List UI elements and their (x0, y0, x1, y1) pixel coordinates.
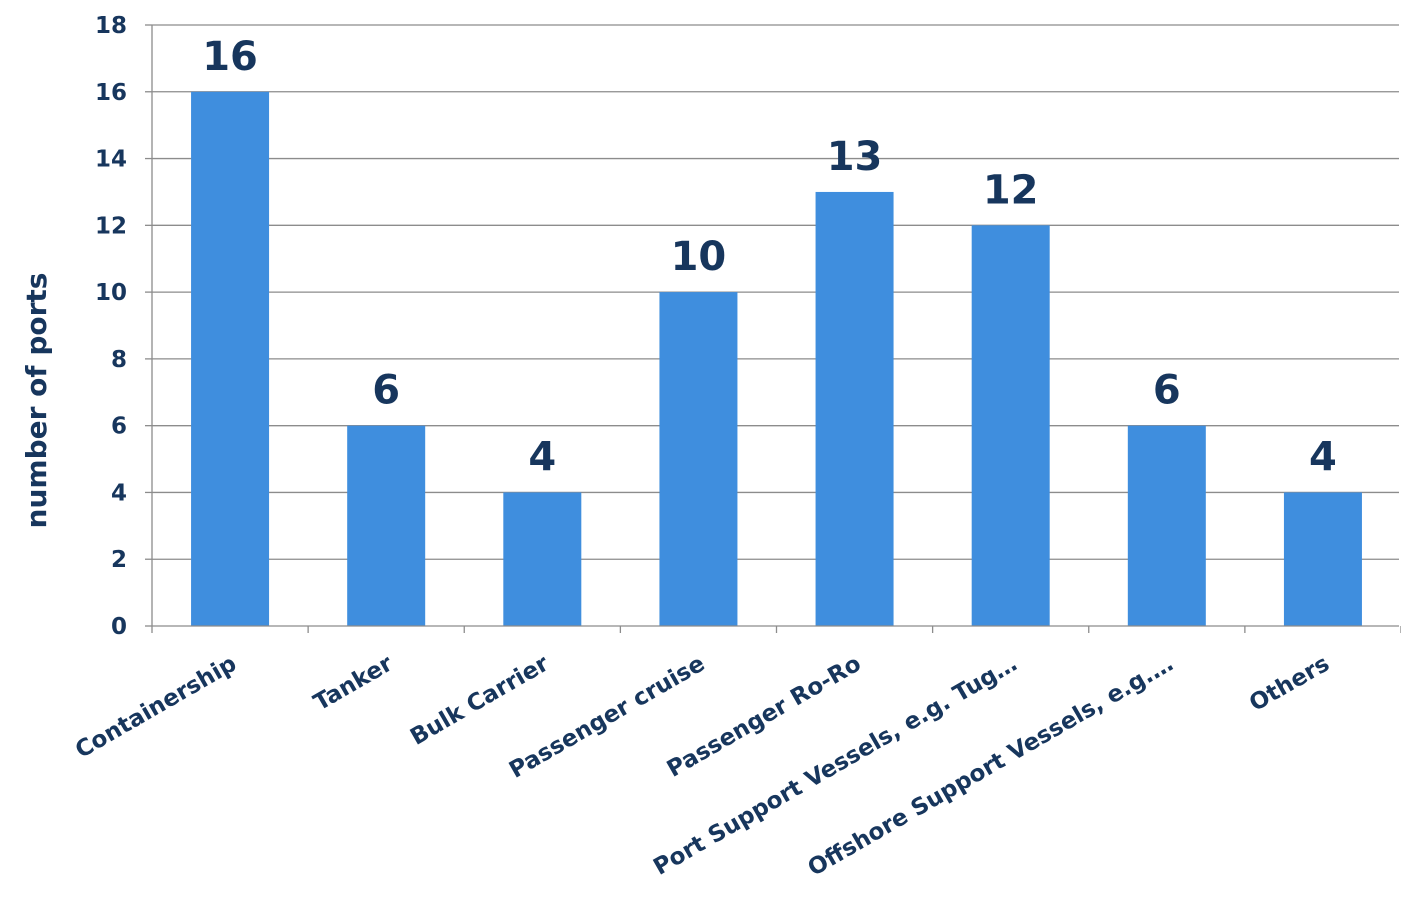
bar (1283, 492, 1362, 626)
axes (145, 24, 1401, 633)
x-tick-label: Others (1245, 651, 1334, 717)
bar (659, 292, 738, 626)
x-tick-label: Tanker (309, 650, 397, 716)
bar (815, 191, 894, 626)
data-label: 12 (983, 167, 1039, 213)
x-tick-label: Bulk Carrier (406, 650, 554, 750)
bar (1127, 425, 1206, 626)
x-tick-label: Containership (71, 651, 241, 764)
y-tick-label: 10 (95, 280, 127, 306)
bar (503, 492, 582, 626)
x-tick-labels: Containership Tanker Bulk CarrierPassenger… (71, 650, 1334, 881)
y-axis-title: number of ports (20, 273, 53, 529)
data-label: 4 (528, 434, 556, 480)
data-label: 16 (202, 34, 258, 80)
data-labels: 16 6 4 10 13 12 6 4 (202, 34, 1337, 481)
y-tick-label: 18 (95, 13, 127, 39)
y-tick-label: 4 (111, 480, 127, 506)
data-label: 13 (827, 134, 883, 180)
y-tick-label: 8 (111, 347, 127, 373)
bar (347, 425, 426, 626)
y-tick-label: 14 (95, 147, 127, 173)
data-label: 6 (1153, 368, 1181, 414)
y-tick-label: 12 (95, 213, 127, 239)
gridlines (152, 24, 1399, 560)
y-tick-label: 0 (111, 614, 127, 640)
bars (191, 91, 1362, 627)
data-label: 6 (372, 368, 400, 414)
y-tick-label: 2 (111, 547, 127, 573)
y-tick-labels: 0 2 4 6 8 10 12 14 16 18 (95, 13, 127, 640)
data-label: 4 (1309, 434, 1337, 480)
y-tick-label: 16 (95, 80, 127, 106)
y-tick-label: 6 (111, 414, 127, 440)
bar (971, 225, 1050, 627)
data-label: 10 (671, 234, 727, 280)
bar (191, 91, 270, 627)
